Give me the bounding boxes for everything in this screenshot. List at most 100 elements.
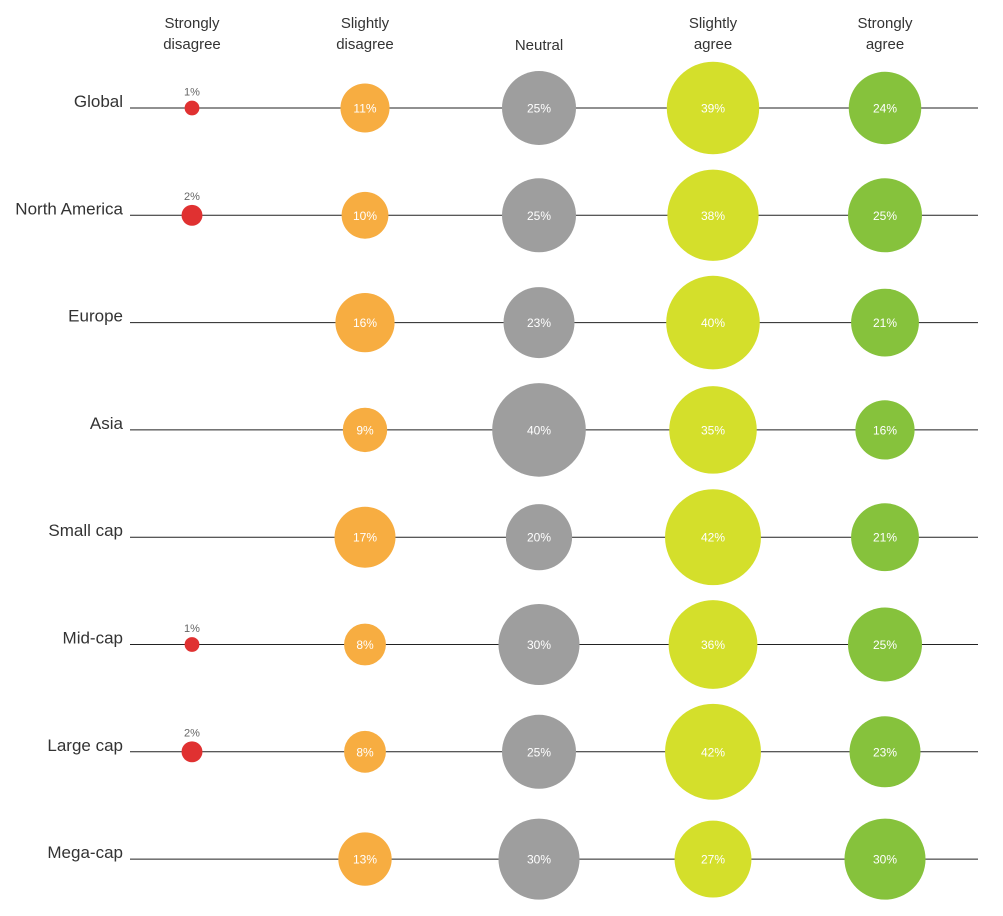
bubble: [335, 293, 395, 353]
bubble-value-label: 25%: [527, 209, 551, 223]
bubble: [492, 383, 586, 477]
bubble-value-label: 2%: [184, 191, 200, 203]
bubble: [502, 714, 576, 789]
bubble: [666, 61, 760, 155]
column-header: Strongly disagree: [163, 15, 221, 53]
bubble: [502, 178, 576, 253]
bubble-value-label: 9%: [356, 423, 374, 437]
bubble-value-label: 23%: [527, 316, 551, 330]
bubble: [666, 275, 760, 370]
chart-row: Mid-cap 1% 8% 30% 36% 25%: [63, 600, 978, 689]
chart-row: Mega-cap 13% 30% 27% 30%: [47, 818, 978, 900]
bubble: [505, 504, 573, 571]
bubble: [184, 100, 200, 116]
column-header-line: disagree: [336, 36, 394, 53]
bubble: [668, 600, 758, 689]
bubble-value-label: 1%: [184, 623, 200, 635]
chart-row: Small cap 17% 20% 42% 21%: [48, 489, 978, 586]
bubble: [848, 607, 922, 682]
bubble-value-label: 20%: [527, 531, 551, 545]
bubble: [184, 637, 200, 652]
bubble: [344, 623, 386, 666]
bubble: [344, 730, 386, 773]
bubble: [851, 503, 919, 572]
bubble: [665, 703, 761, 800]
bubble: [181, 204, 203, 226]
bubble-value-label: 8%: [356, 745, 374, 759]
bubble-value-label: 40%: [701, 316, 725, 330]
column-header-line: agree: [694, 36, 732, 53]
column-header-line: Neutral: [515, 37, 563, 54]
column-header-line: disagree: [163, 36, 221, 53]
bubble-value-label: 1%: [184, 87, 200, 99]
bubble-value-label: 25%: [527, 102, 551, 116]
bubble-value-label: 2%: [184, 727, 200, 739]
row-label: Europe: [68, 307, 123, 326]
bubble: [340, 83, 390, 133]
bubble-value-label: 35%: [701, 423, 725, 437]
bubble-value-label: 42%: [701, 531, 725, 545]
chart-row: Asia 9% 40% 35% 16%: [90, 383, 978, 477]
bubble-value-label: 25%: [873, 638, 897, 652]
bubble: [848, 71, 922, 145]
bubble-value-label: 16%: [353, 316, 377, 330]
bubble: [334, 506, 396, 568]
chart-row: Europe 16% 23% 40% 21%: [68, 275, 978, 370]
bubble-value-label: 42%: [701, 745, 725, 759]
column-header: Slightly agree: [689, 15, 738, 53]
bubble: [498, 603, 580, 686]
column-header-line: Slightly: [341, 15, 390, 32]
bubble-value-label: 13%: [353, 853, 377, 867]
row-label: North America: [15, 199, 123, 218]
column-header-line: agree: [866, 36, 904, 53]
bubble-value-label: 38%: [701, 209, 725, 223]
bubble: [502, 71, 576, 145]
bubble-value-label: 23%: [873, 745, 897, 759]
column-header-line: Strongly: [857, 15, 913, 32]
bubble: [848, 178, 922, 253]
bubble-value-label: 25%: [873, 209, 897, 223]
bubble: [341, 191, 389, 239]
bubble-value-label: 8%: [356, 638, 374, 652]
row-label: Mid-cap: [63, 629, 123, 648]
row-label: Small cap: [48, 521, 123, 540]
bubble-value-label: 21%: [873, 316, 897, 330]
chart-row: North America 2% 10% 25% 38% 25%: [15, 169, 978, 261]
bubble: [669, 386, 757, 474]
row-label: Large cap: [47, 736, 123, 755]
bubble-value-label: 16%: [873, 423, 897, 437]
bubble: [503, 287, 575, 359]
bubble-value-label: 30%: [527, 853, 551, 867]
bubble-value-label: 30%: [527, 638, 551, 652]
column-header-line: Slightly: [689, 15, 738, 32]
bubble: [851, 288, 919, 357]
column-header-line: Strongly: [164, 15, 220, 32]
bubble: [498, 818, 580, 900]
bubble: [849, 716, 921, 788]
bubble-value-label: 25%: [527, 745, 551, 759]
row-label: Asia: [90, 414, 124, 433]
row-label: Global: [74, 92, 123, 111]
bubble-value-label: 10%: [353, 209, 377, 223]
bubble: [342, 407, 388, 453]
bubble-value-label: 27%: [701, 853, 725, 867]
chart-rows: Global 1% 11% 25% 39% 24% North America 2% 10% 25…: [15, 61, 978, 900]
bubble-value-label: 24%: [873, 102, 897, 116]
bubble: [181, 741, 203, 763]
bubble-value-label: 30%: [873, 853, 897, 867]
bubble-value-label: 36%: [701, 638, 725, 652]
column-header: Slightly disagree: [336, 15, 394, 53]
bubble: [855, 400, 915, 460]
bubble-value-label: 11%: [353, 102, 376, 116]
bubble: [665, 489, 761, 586]
bubble: [338, 832, 392, 886]
bubble-value-label: 40%: [527, 423, 551, 437]
bubble-value-label: 21%: [873, 531, 897, 545]
column-header: Strongly agree: [857, 15, 913, 53]
row-label: Mega-cap: [47, 843, 123, 862]
bubble-value-label: 39%: [701, 102, 725, 116]
bubble-value-label: 17%: [353, 531, 377, 545]
bubble: [844, 818, 926, 900]
bubble: [667, 169, 759, 261]
